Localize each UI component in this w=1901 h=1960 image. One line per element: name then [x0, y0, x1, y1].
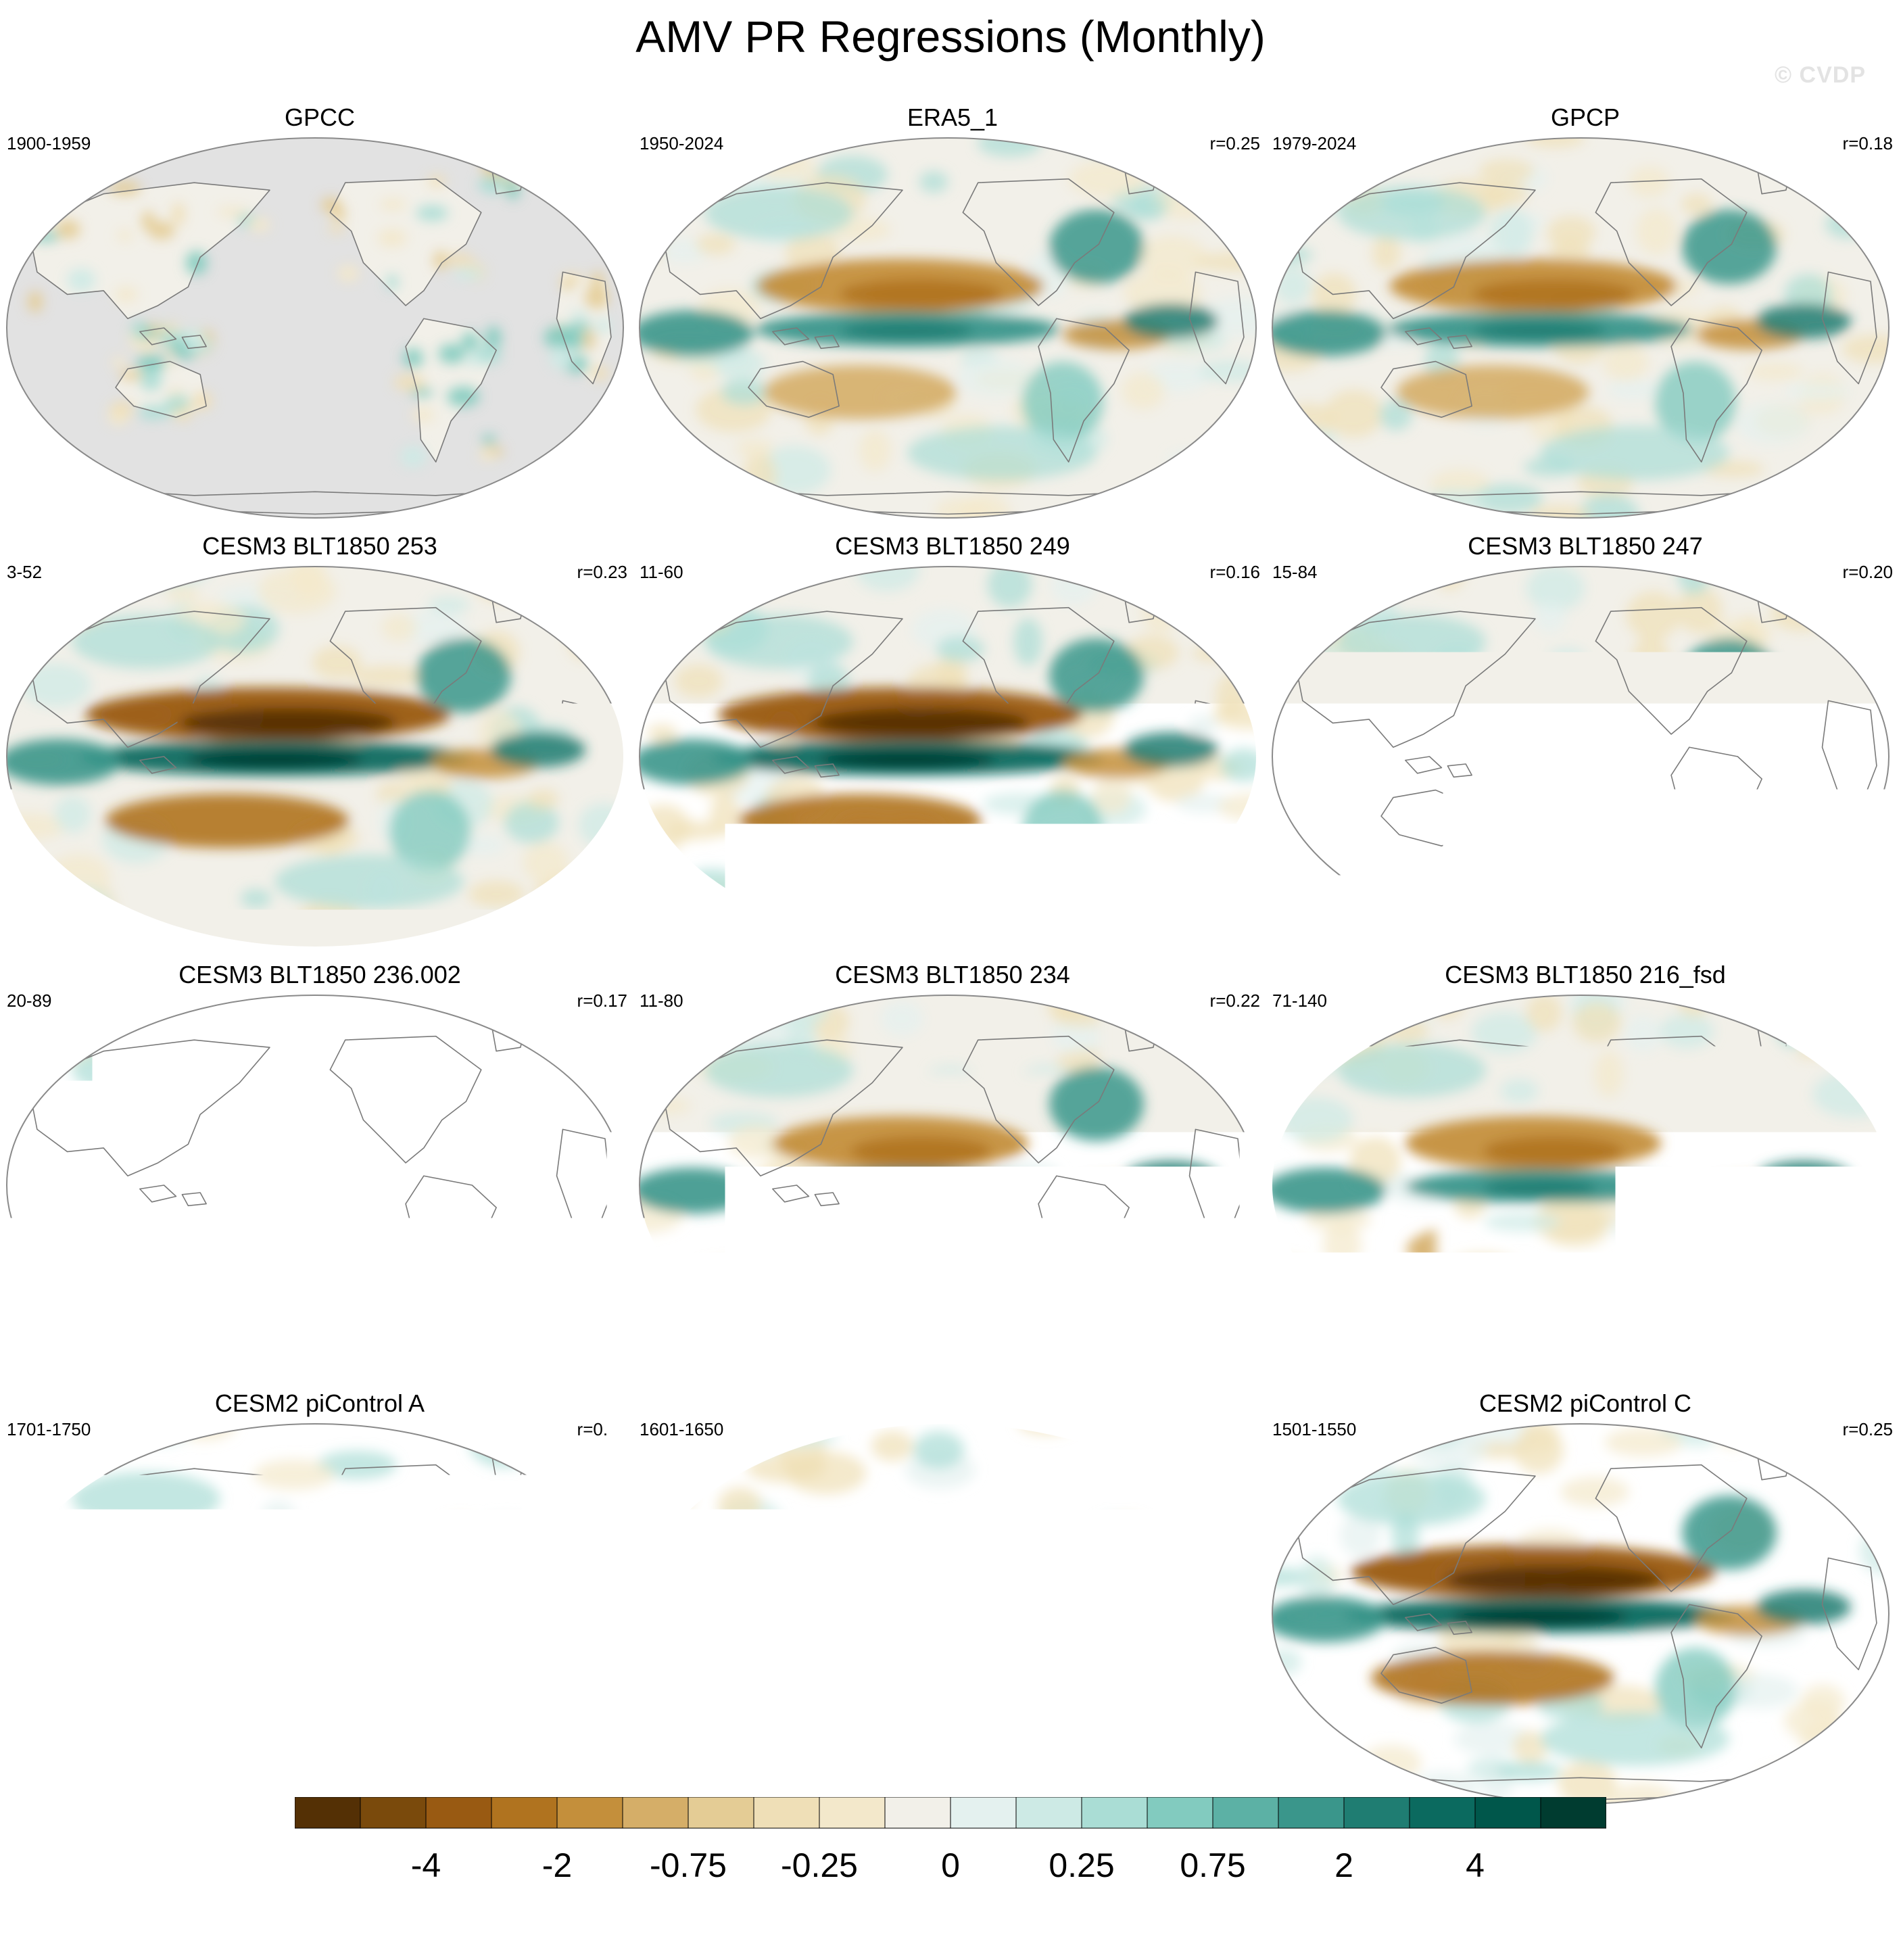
world-map — [5, 994, 625, 1377]
panel-correlation: r=0.25 — [1843, 1418, 1893, 1440]
world-map — [1271, 994, 1890, 1377]
colorbar-swatch — [1213, 1797, 1278, 1828]
panel-period: 20-89 — [7, 990, 52, 1011]
map-panel: CESM3 BLT1850 249 11-60 r=0.16 — [638, 531, 1267, 964]
map-panel: CESM3 BLT1850 216_fsd 71-140 r=0.22 — [1271, 960, 1900, 1393]
panel-title: CESM2 piControl B — [638, 1389, 1267, 1418]
panel-title: CESM3 BLT1850 247 — [1271, 531, 1900, 561]
colorbar-tick-label: -2 — [542, 1846, 572, 1884]
panel-period: 1900-1959 — [7, 133, 91, 154]
colorbar-swatch — [295, 1797, 360, 1828]
colorbar-swatch — [1410, 1797, 1475, 1828]
colorbar-swatch — [1344, 1797, 1410, 1828]
map-panel: CESM3 BLT1850 236.002 20-89 r=0.17 — [5, 960, 634, 1393]
colorbar-tick-label: 0.25 — [1049, 1846, 1114, 1884]
panel-title: CESM3 BLT1850 236.002 — [5, 960, 634, 990]
panel-title: GPCC — [5, 103, 634, 133]
colorbar-tick-label: -0.75 — [650, 1846, 727, 1884]
map-panel: GPCC 1900-1959 — [5, 103, 634, 535]
colorbar-swatch — [754, 1797, 819, 1828]
colorbar-swatch — [491, 1797, 557, 1828]
map-panel: CESM3 BLT1850 253 3-52 r=0.23 — [5, 531, 634, 964]
colorbar-tick-label: 0 — [941, 1846, 960, 1884]
panel-period: 11-80 — [640, 990, 683, 1011]
colorbar-swatch — [1016, 1797, 1082, 1828]
panel-correlation: r=0.23 — [577, 561, 627, 583]
colorbar-swatch — [623, 1797, 688, 1828]
colorbar-tick-label: -0.25 — [781, 1846, 858, 1884]
panel-title: CESM3 BLT1850 234 — [638, 960, 1267, 990]
panel-correlation: r=0.25 — [577, 1418, 627, 1440]
colorbar-swatch — [885, 1797, 950, 1828]
colorbar-swatch — [1278, 1797, 1344, 1828]
colorbar-tick-label: 2 — [1334, 1846, 1353, 1884]
world-map — [638, 1423, 1257, 1805]
world-map — [5, 1423, 625, 1805]
world-map — [5, 137, 625, 519]
colorbar-tick-label: 0.75 — [1180, 1846, 1245, 1884]
colorbar-swatch — [1541, 1797, 1606, 1828]
panel-title: CESM3 BLT1850 249 — [638, 531, 1267, 561]
panel-period: 1701-1750 — [7, 1418, 91, 1440]
colorbar-swatch — [360, 1797, 426, 1828]
panel-correlation: r=0.17 — [577, 990, 627, 1011]
colorbar-swatch — [1475, 1797, 1541, 1828]
panel-period: 1501-1550 — [1272, 1418, 1356, 1440]
panel-correlation: r=0.18 — [1210, 1418, 1260, 1440]
map-panel: GPCP 1979-2024 r=0.18 — [1271, 103, 1900, 535]
panel-correlation: r=0.22 — [1843, 990, 1893, 1011]
map-panel: CESM2 piControl C 1501-1550 r=0.25 — [1271, 1389, 1900, 1821]
panel-title: CESM3 BLT1850 216_fsd — [1271, 960, 1900, 990]
panel-period: 71-140 — [1272, 990, 1327, 1011]
colorbar: -4 -2 -0.75 -0.25 0 0.25 0.75 2 4 — [295, 1797, 1606, 1898]
panel-period: 15-84 — [1272, 561, 1318, 583]
colorbar-tick-label: -4 — [411, 1846, 441, 1884]
panel-correlation: r=0.25 — [1210, 133, 1260, 154]
panel-correlation: r=0.16 — [1210, 561, 1260, 583]
map-panel: ERA5_1 1950-2024 r=0.25 — [638, 103, 1267, 535]
panel-period: 3-52 — [7, 561, 42, 583]
world-map — [638, 565, 1257, 948]
world-map — [638, 994, 1257, 1377]
panel-correlation: r=0.20 — [1843, 561, 1893, 583]
colorbar-tick-label: 4 — [1466, 1846, 1485, 1884]
panel-title: CESM2 piControl A — [5, 1389, 634, 1418]
panel-correlation: r=0.22 — [1210, 990, 1260, 1011]
world-map — [1271, 1423, 1890, 1805]
colorbar-swatch — [1147, 1797, 1213, 1828]
colorbar-swatch — [557, 1797, 623, 1828]
map-panel: CESM3 BLT1850 247 15-84 r=0.20 — [1271, 531, 1900, 964]
colorbar-swatch — [426, 1797, 491, 1828]
colorbar-swatch — [688, 1797, 754, 1828]
colorbar-swatch — [950, 1797, 1016, 1828]
map-background — [5, 137, 625, 519]
map-panel: CESM2 piControl A 1701-1750 r=0.25 — [5, 1389, 634, 1821]
panel-title: GPCP — [1271, 103, 1900, 133]
panel-period: 1950-2024 — [640, 133, 723, 154]
cvdp-watermark: © CVDP — [1775, 62, 1866, 89]
figure-title: AMV PR Regressions (Monthly) — [0, 9, 1901, 64]
world-map — [1271, 565, 1890, 948]
colorbar-swatch — [819, 1797, 885, 1828]
colorbar-label: mm/day /C — [0, 1898, 1901, 1939]
colorbar-swatch — [1082, 1797, 1147, 1828]
panel-title: ERA5_1 — [638, 103, 1267, 133]
panel-period: 1601-1650 — [640, 1418, 723, 1440]
world-map — [5, 565, 625, 948]
panel-title: CESM3 BLT1850 253 — [5, 531, 634, 561]
panel-period: 1979-2024 — [1272, 133, 1356, 154]
panel-correlation: r=0.18 — [1843, 133, 1893, 154]
map-panel: CESM3 BLT1850 234 11-80 r=0.22 — [638, 960, 1267, 1393]
world-map — [638, 137, 1257, 519]
map-panel: CESM2 piControl B 1601-1650 r=0.18 — [638, 1389, 1267, 1821]
panel-period: 11-60 — [640, 561, 683, 583]
panel-title: CESM2 piControl C — [1271, 1389, 1900, 1418]
world-map — [1271, 137, 1890, 519]
